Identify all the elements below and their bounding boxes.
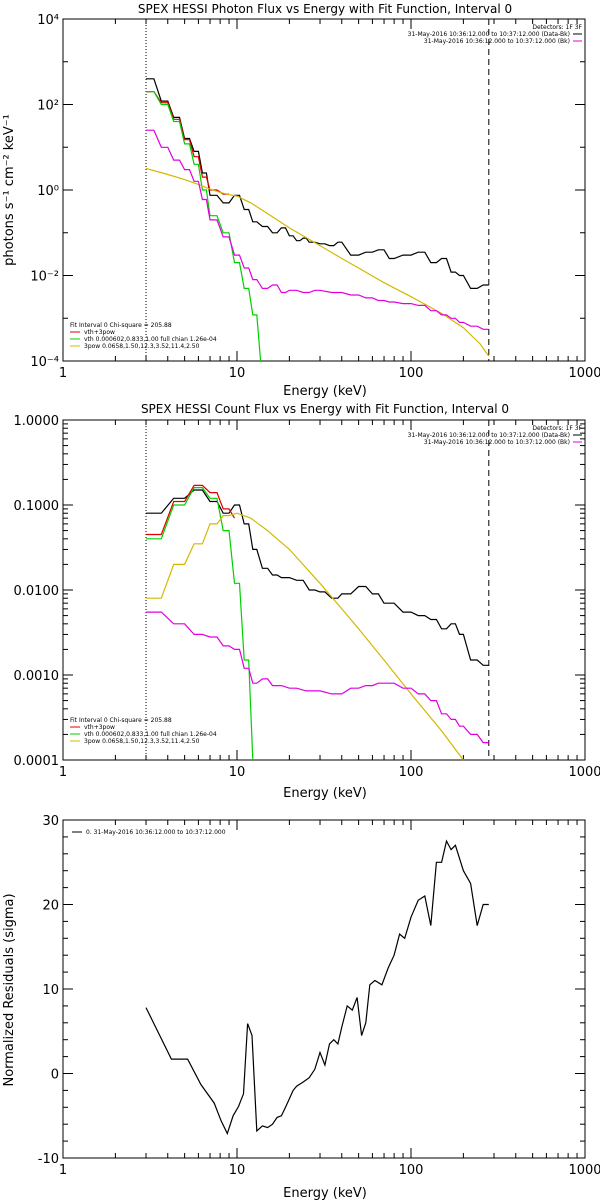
series-line-2 [146,91,262,362]
x-tick-label: 10 [229,1163,246,1178]
y-tick-label: 10⁴ [37,13,59,28]
x-tick-label: 1000 [568,366,600,381]
x-tick-label: 1000 [568,765,600,780]
photon-flux-x-axis-label: Energy (keV) [283,384,367,399]
y-tick-label: 30 [42,814,59,829]
fit-legend-entry: 3pow 0.0658,1.50,12.3,3.52,11.4,2.50 [84,343,200,350]
fit-legend-header: Fit Interval 0 Chi-square = 205.88 [70,717,172,724]
legend-header: Detectors: 1F 3F [532,425,582,432]
count-flux-x-axis-label: Energy (keV) [283,786,367,801]
series-line-0 [146,78,489,289]
x-tick-label: 100 [399,1163,424,1178]
series-line-3 [146,512,464,761]
legend-entry: 0. 31-May-2016 10:36:12.000 to 10:37:12.… [86,829,226,836]
count-flux-ticks: 1 10 100 1000 0.0001 0.0010 0.0100 0.1000 1.0000 [14,414,600,780]
series-line-2 [146,487,254,761]
y-tick-label: 10⁰ [37,184,59,199]
residuals-series [145,839,489,1136]
y-tick-label: 1.0000 [14,414,60,429]
y-tick-label: 10² [37,99,59,114]
series-line-0 [146,489,489,666]
x-tick-label: 1 [59,366,67,381]
y-tick-label: 0.0010 [14,669,60,684]
fit-legend-entry: vth 0.000602,0.833,1.00 full chian 1.26e… [84,731,217,738]
photon-flux-y-axis-label: photons s⁻¹ cm⁻² keV⁻¹ [2,114,17,266]
y-tick-label: -10 [38,1152,59,1167]
x-tick-label: 100 [399,765,424,780]
y-tick-label: 0.0100 [14,584,60,599]
series-line-0 [145,839,489,1136]
series-line-4 [146,129,489,330]
x-tick-label: 100 [399,366,424,381]
series-line-4 [146,611,489,744]
y-tick-label: 10⁻² [30,270,59,285]
photon-flux-panel: SPEX HESSI Photon Flux vs Energy with Fi… [2,2,600,399]
fit-legend-header: Fit Interval 0 Chi-square = 205.88 [70,322,172,329]
y-tick-label: 0 [51,1068,59,1083]
residuals-legend: 0. 31-May-2016 10:36:12.000 to 10:37:12.… [72,829,226,836]
photon-flux-title: SPEX HESSI Photon Flux vs Energy with Fi… [138,2,512,16]
x-tick-label: 1000 [568,1163,600,1178]
photon-flux-series [145,19,490,362]
count-flux-series [145,420,490,761]
y-tick-label: 0.1000 [14,499,60,514]
y-tick-label: 10 [42,983,59,998]
fit-legend-entry: vth+3pow [84,724,115,731]
x-tick-label: 1 [59,1163,67,1178]
residuals-ticks: 1 10 100 1000 -10 0 10 20 30 [38,814,600,1178]
fit-legend-entry: 3pow 0.0658,1.50,12.3,3.52,11.4,2.50 [84,738,200,745]
fit-legend-entry: vth+3pow [84,329,115,336]
count-flux-panel: SPEX HESSI Count Flux vs Energy with Fit… [14,402,600,801]
residuals-panel: Energy (keV) Normalized Residuals (sigma… [2,814,600,1200]
y-tick-label: 20 [42,899,59,914]
legend-header: Detectors: 1F 3F [532,24,582,31]
fit-legend-entry: vth 0.000602,0.833,1.00 full chian 1.26e… [84,336,217,343]
x-tick-label: 10 [229,366,246,381]
residuals-x-axis-label: Energy (keV) [283,1186,367,1200]
count-flux-title: SPEX HESSI Count Flux vs Energy with Fit… [141,402,509,416]
legend-entry: 31-May-2016 10:36:12.000 to 10:37:12.000… [408,31,570,38]
x-tick-label: 1 [59,765,67,780]
legend-entry: 31-May-2016 10:36:12.000 to 10:37:12.000… [408,432,570,439]
residuals-y-axis-label: Normalized Residuals (sigma) [2,893,17,1086]
x-tick-label: 10 [229,765,246,780]
y-tick-label: 10⁻⁴ [30,355,59,370]
legend-entry: 31-May-2016 10:36:12.000 to 10:37:12.000… [424,439,570,446]
legend-entry: 31-May-2016 10:36:12.000 to 10:37:12.000… [424,38,570,45]
series-line-1 [146,484,236,536]
photon-flux-ticks: 1 10 100 1000 10⁻⁴ 10⁻² 10⁰ 10² 10⁴ [30,13,600,381]
y-tick-label: 0.0001 [14,754,60,769]
